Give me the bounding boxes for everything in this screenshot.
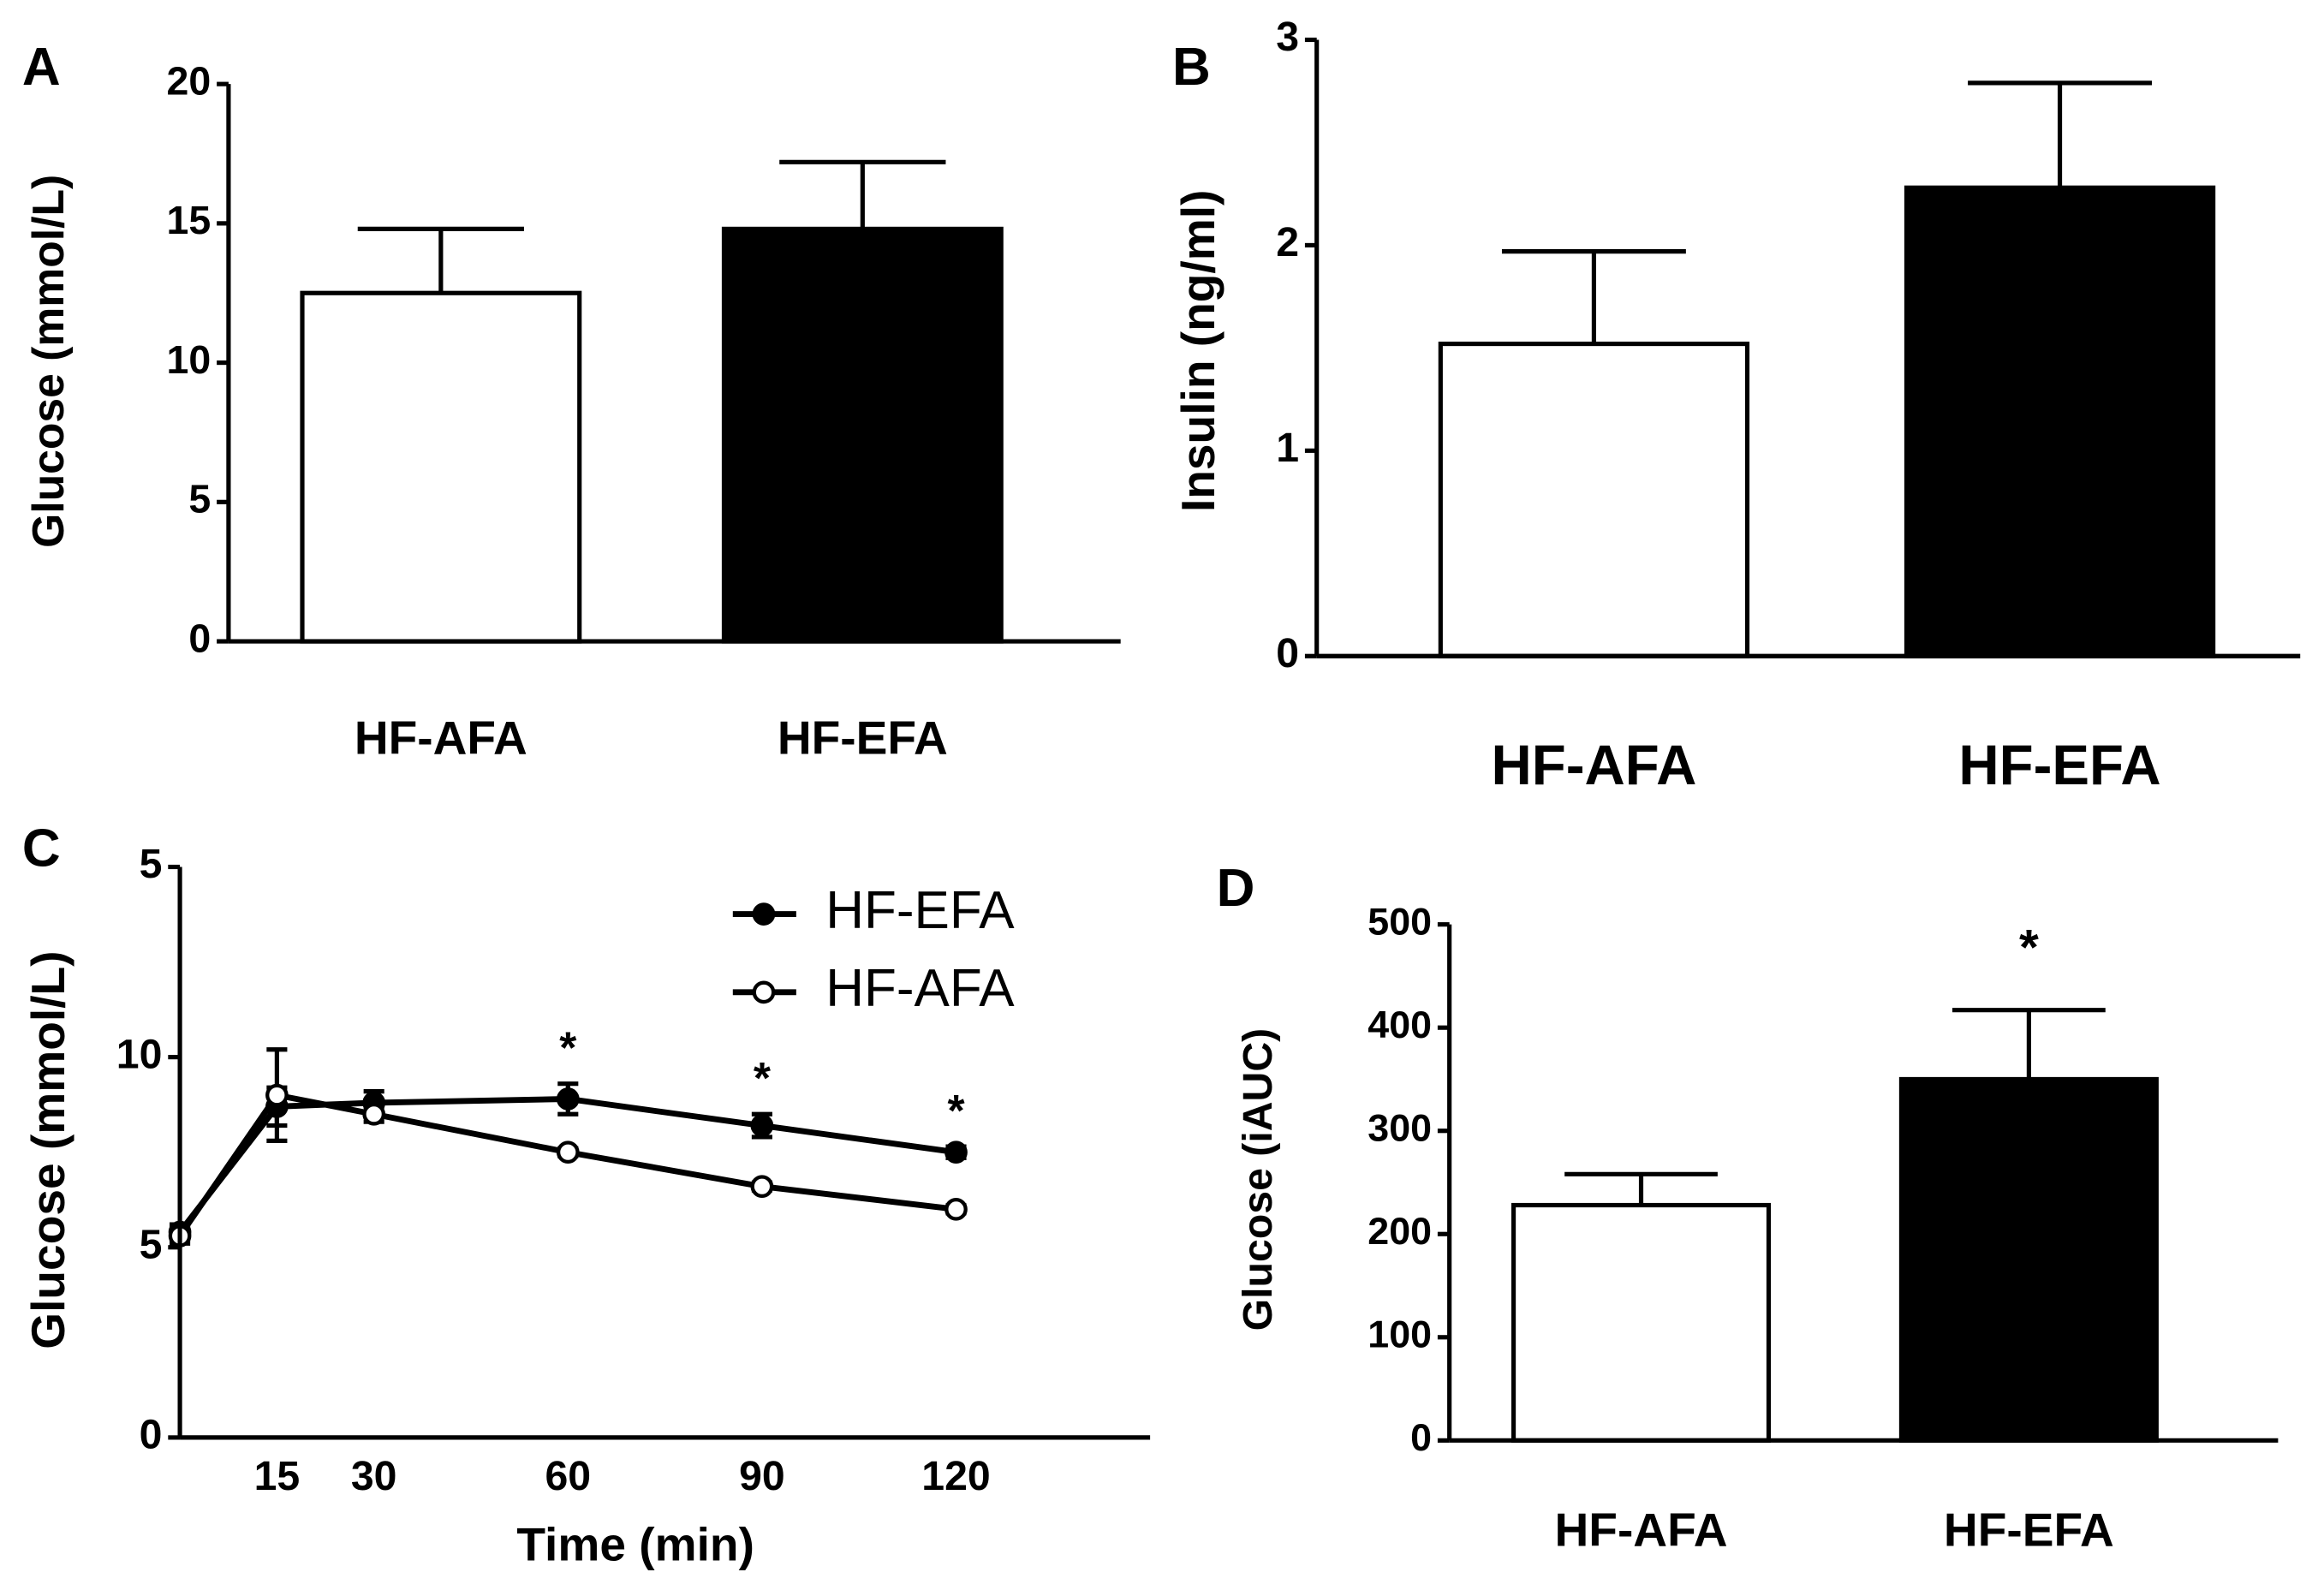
point — [362, 1102, 386, 1126]
y-tick-label: 15 — [167, 198, 212, 242]
category-label: HF-EFA — [778, 712, 948, 765]
significance: * — [2019, 920, 2039, 975]
y-tick-label: 5 — [140, 841, 163, 887]
panel-label: D — [1217, 859, 1255, 918]
panel-label: B — [1172, 38, 1211, 97]
point — [750, 1175, 774, 1199]
y-tick-label: 400 — [1368, 1003, 1432, 1046]
point — [944, 1140, 968, 1164]
y-tick-label: 10 — [167, 337, 212, 382]
legend-marker — [752, 980, 776, 1004]
point — [265, 1083, 289, 1107]
y-tick-label: 200 — [1368, 1210, 1432, 1253]
y-tick-label: 20 — [167, 58, 212, 103]
x-tick-label: 90 — [739, 1453, 785, 1499]
x-tick-label: 120 — [921, 1453, 990, 1499]
y-tick-label: 300 — [1368, 1107, 1432, 1150]
x-tick-label: 60 — [545, 1453, 591, 1499]
legend-label: HF-AFA — [825, 959, 1015, 1018]
category-label: HF-EFA — [1944, 1503, 2114, 1556]
legend-label: HF-EFA — [825, 881, 1015, 940]
x-tick-label: 30 — [351, 1453, 397, 1499]
y-tick-label: 500 — [1368, 900, 1432, 943]
legend-marker — [752, 902, 776, 926]
category-label: HF-AFA — [1555, 1503, 1728, 1556]
y-tick-label: 1 — [1276, 425, 1299, 471]
point — [750, 1114, 774, 1137]
point — [556, 1087, 580, 1111]
category-label: HF-EFA — [1958, 734, 2160, 796]
y-axis-label: Glucose (mmol/L) — [23, 175, 73, 548]
point — [944, 1197, 968, 1221]
y-tick-label: 2 — [1276, 219, 1299, 265]
panel-label: A — [22, 38, 61, 97]
point — [556, 1140, 580, 1164]
significance: * — [947, 1086, 965, 1135]
y-axis-label: Glucose (iAUC) — [1235, 1028, 1281, 1331]
bar — [721, 226, 1004, 644]
x-tick-label: 15 — [254, 1453, 301, 1499]
category-label: HF-AFA — [1491, 734, 1696, 796]
y-tick-label: 5 — [188, 477, 211, 521]
y-axis-label: Glucose (mmol/L) — [21, 950, 74, 1349]
bar — [1511, 1202, 1772, 1443]
y-tick-label: 0 — [1410, 1416, 1432, 1459]
x-axis-label: Time (min) — [516, 1518, 754, 1571]
bar — [1898, 1076, 2159, 1443]
y-axis-label: Insulin (ng/ml) — [1171, 190, 1225, 512]
y-tick-label: 0 — [1276, 630, 1299, 676]
significance: * — [559, 1022, 577, 1072]
y-tick-label: 10 — [116, 1031, 163, 1077]
y-tick-label: 3 — [1276, 14, 1299, 60]
y-tick-label: 5 — [140, 1221, 163, 1267]
bar — [1438, 341, 1750, 658]
bar — [300, 290, 582, 644]
category-label: HF-AFA — [355, 712, 527, 765]
panel-label: C — [22, 819, 61, 878]
y-tick-label: 0 — [140, 1412, 163, 1458]
significance: * — [754, 1053, 772, 1103]
series-line — [177, 1092, 956, 1238]
y-tick-label: 100 — [1368, 1313, 1432, 1356]
y-tick-label: 0 — [188, 616, 211, 660]
series-line — [177, 1096, 956, 1235]
bar — [1904, 185, 2216, 658]
